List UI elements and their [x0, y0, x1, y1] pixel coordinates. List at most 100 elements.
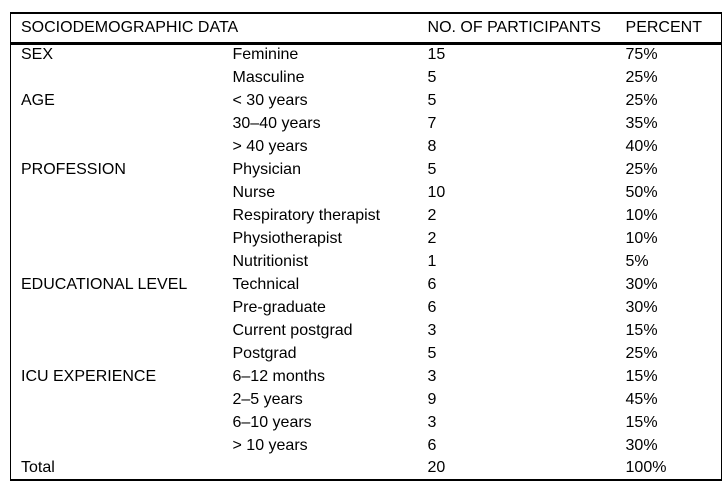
table-row: Current postgrad 3 15%: [11, 319, 722, 342]
cell-category: EDUCATIONAL LEVEL: [21, 275, 188, 293]
cell-count: 20: [427, 459, 446, 476]
cell-label: 6–10 years: [232, 413, 312, 431]
col-header-no-of-participants: NO. OF PARTICIPANTS: [417, 13, 616, 45]
table-row: 6–10 years 3 15%: [11, 411, 722, 434]
cell-label: > 40 years: [232, 137, 308, 155]
table-row: Pre-graduate 6 30%: [11, 296, 722, 319]
cell-percent: 10%: [625, 229, 658, 247]
cell-category: [11, 434, 223, 457]
cell-label: > 10 years: [232, 436, 308, 454]
cell-count: 5: [427, 160, 437, 178]
col-header-percent: PERCENT: [615, 13, 722, 45]
cell-count: 5: [427, 68, 437, 86]
cell-count: 3: [427, 413, 437, 431]
cell-category: [11, 135, 223, 158]
cell-label: 6–12 months: [232, 367, 326, 385]
cell-percent: 50%: [625, 183, 658, 201]
cell-count: 8: [427, 137, 437, 155]
table-row: Physiotherapist 2 10%: [11, 227, 722, 250]
cell-percent: 15%: [625, 413, 658, 431]
table-row: > 40 years 8 40%: [11, 135, 722, 158]
table-row: Masculine 5 25%: [11, 66, 722, 89]
cell-label: Physiotherapist: [232, 229, 342, 247]
col-header-sociodemographic-data: SOCIODEMOGRAPHIC DATA: [10, 13, 418, 45]
cell-label: < 30 years: [232, 91, 308, 109]
cell-category: [11, 388, 223, 411]
table-row: SEX Feminine 15 75%: [11, 43, 722, 66]
cell-percent: 10%: [625, 206, 658, 224]
cell-category: [11, 181, 223, 204]
table-row: 2–5 years 9 45%: [11, 388, 722, 411]
cell-percent: 40%: [625, 137, 658, 155]
table-row: Nutritionist 1 5%: [11, 250, 722, 273]
sociodemographic-table-container: SOCIODEMOGRAPHIC DATA NO. OF PARTICIPANT…: [10, 12, 723, 481]
cell-label: Feminine: [232, 46, 299, 64]
cell-percent: 25%: [625, 91, 658, 109]
cell-category: [11, 411, 223, 434]
cell-count: 10: [427, 183, 446, 201]
cell-count: 6: [427, 275, 437, 293]
cell-category: [11, 227, 223, 250]
cell-label: Postgrad: [232, 344, 297, 362]
cell-category: [11, 112, 223, 135]
cell-category: [11, 296, 223, 319]
cell-percent: 30%: [625, 436, 658, 454]
cell-category: [11, 66, 223, 89]
cell-count: 2: [427, 229, 437, 247]
cell-label: Physician: [232, 160, 301, 178]
table-row: > 10 years 6 30%: [11, 434, 722, 457]
table-row: Total 20 100%: [11, 457, 722, 480]
cell-category: SEX: [21, 46, 54, 64]
cell-category: [11, 342, 223, 365]
cell-category: Total: [21, 459, 55, 476]
cell-percent: 45%: [625, 390, 658, 408]
table-row: 30–40 years 7 35%: [11, 112, 722, 135]
cell-percent: 15%: [625, 321, 658, 339]
cell-label: Nutritionist: [232, 252, 309, 270]
cell-count: 5: [427, 91, 437, 109]
cell-count: 3: [427, 367, 437, 385]
table-row: EDUCATIONAL LEVEL Technical 6 30%: [11, 273, 722, 296]
cell-percent: 30%: [625, 275, 658, 293]
cell-percent: 100%: [625, 459, 667, 476]
cell-label: 2–5 years: [232, 390, 303, 408]
cell-label: Nurse: [232, 183, 276, 201]
cell-count: 3: [427, 321, 437, 339]
table-row: Respiratory therapist 2 10%: [11, 204, 722, 227]
table-row: Nurse 10 50%: [11, 181, 722, 204]
cell-percent: 25%: [625, 68, 658, 86]
table-row: ICU EXPERIENCE 6–12 months 3 15%: [11, 365, 722, 388]
cell-label: Pre-graduate: [232, 298, 326, 316]
cell-count: 7: [427, 114, 437, 132]
cell-count: 15: [427, 46, 446, 64]
cell-label: [223, 457, 418, 480]
cell-count: 6: [427, 298, 437, 316]
sociodemographic-table: SOCIODEMOGRAPHIC DATA NO. OF PARTICIPANT…: [10, 12, 723, 481]
cell-percent: 25%: [625, 160, 658, 178]
cell-label: Respiratory therapist: [232, 206, 381, 224]
cell-count: 1: [427, 252, 437, 270]
cell-category: [11, 250, 223, 273]
cell-label: 30–40 years: [232, 114, 321, 132]
cell-percent: 30%: [625, 298, 658, 316]
table-row: AGE < 30 years 5 25%: [11, 89, 722, 112]
cell-percent: 5%: [625, 252, 649, 270]
cell-percent: 75%: [625, 46, 658, 64]
cell-category: PROFESSION: [21, 160, 126, 178]
cell-category: AGE: [21, 91, 55, 109]
cell-label: Technical: [232, 275, 300, 293]
header-row: SOCIODEMOGRAPHIC DATA NO. OF PARTICIPANT…: [10, 13, 722, 45]
cell-percent: 15%: [625, 367, 658, 385]
cell-label: Masculine: [232, 68, 305, 86]
table-row: PROFESSION Physician 5 25%: [11, 158, 722, 181]
cell-label: Current postgrad: [232, 321, 353, 339]
table-row: Postgrad 5 25%: [11, 342, 722, 365]
cell-count: 6: [427, 436, 437, 454]
cell-percent: 25%: [625, 344, 658, 362]
cell-category: [11, 319, 223, 342]
cell-count: 5: [427, 344, 437, 362]
cell-category: ICU EXPERIENCE: [21, 367, 157, 385]
cell-percent: 35%: [625, 114, 658, 132]
cell-category: [11, 204, 223, 227]
cell-count: 9: [427, 390, 437, 408]
